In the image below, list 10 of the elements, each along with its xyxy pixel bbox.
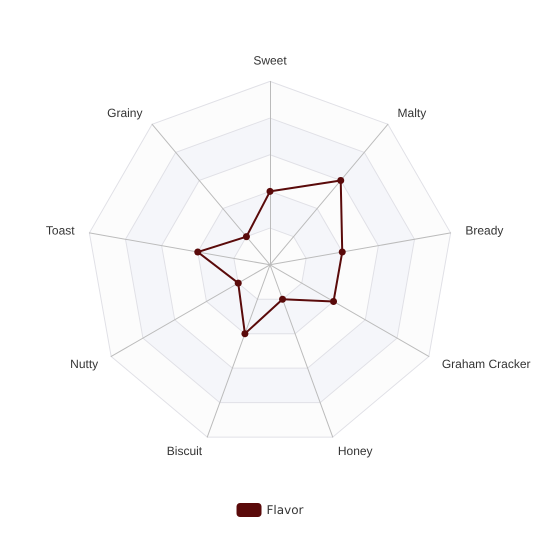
spoke-label: Malty [398,106,426,120]
spoke-label: Toast [46,223,76,238]
spoke-label: Biscuit [166,444,203,458]
spoke-label: Bready [465,223,504,238]
spoke-label: Honey [338,444,373,458]
legend-label: Flavor [266,503,304,517]
spoke-label: Sweet [253,53,288,68]
spoke-label: Nutty [70,356,98,371]
spoke-label: Grainy [107,106,142,120]
spoke-label: Graham Cracker [442,356,531,371]
